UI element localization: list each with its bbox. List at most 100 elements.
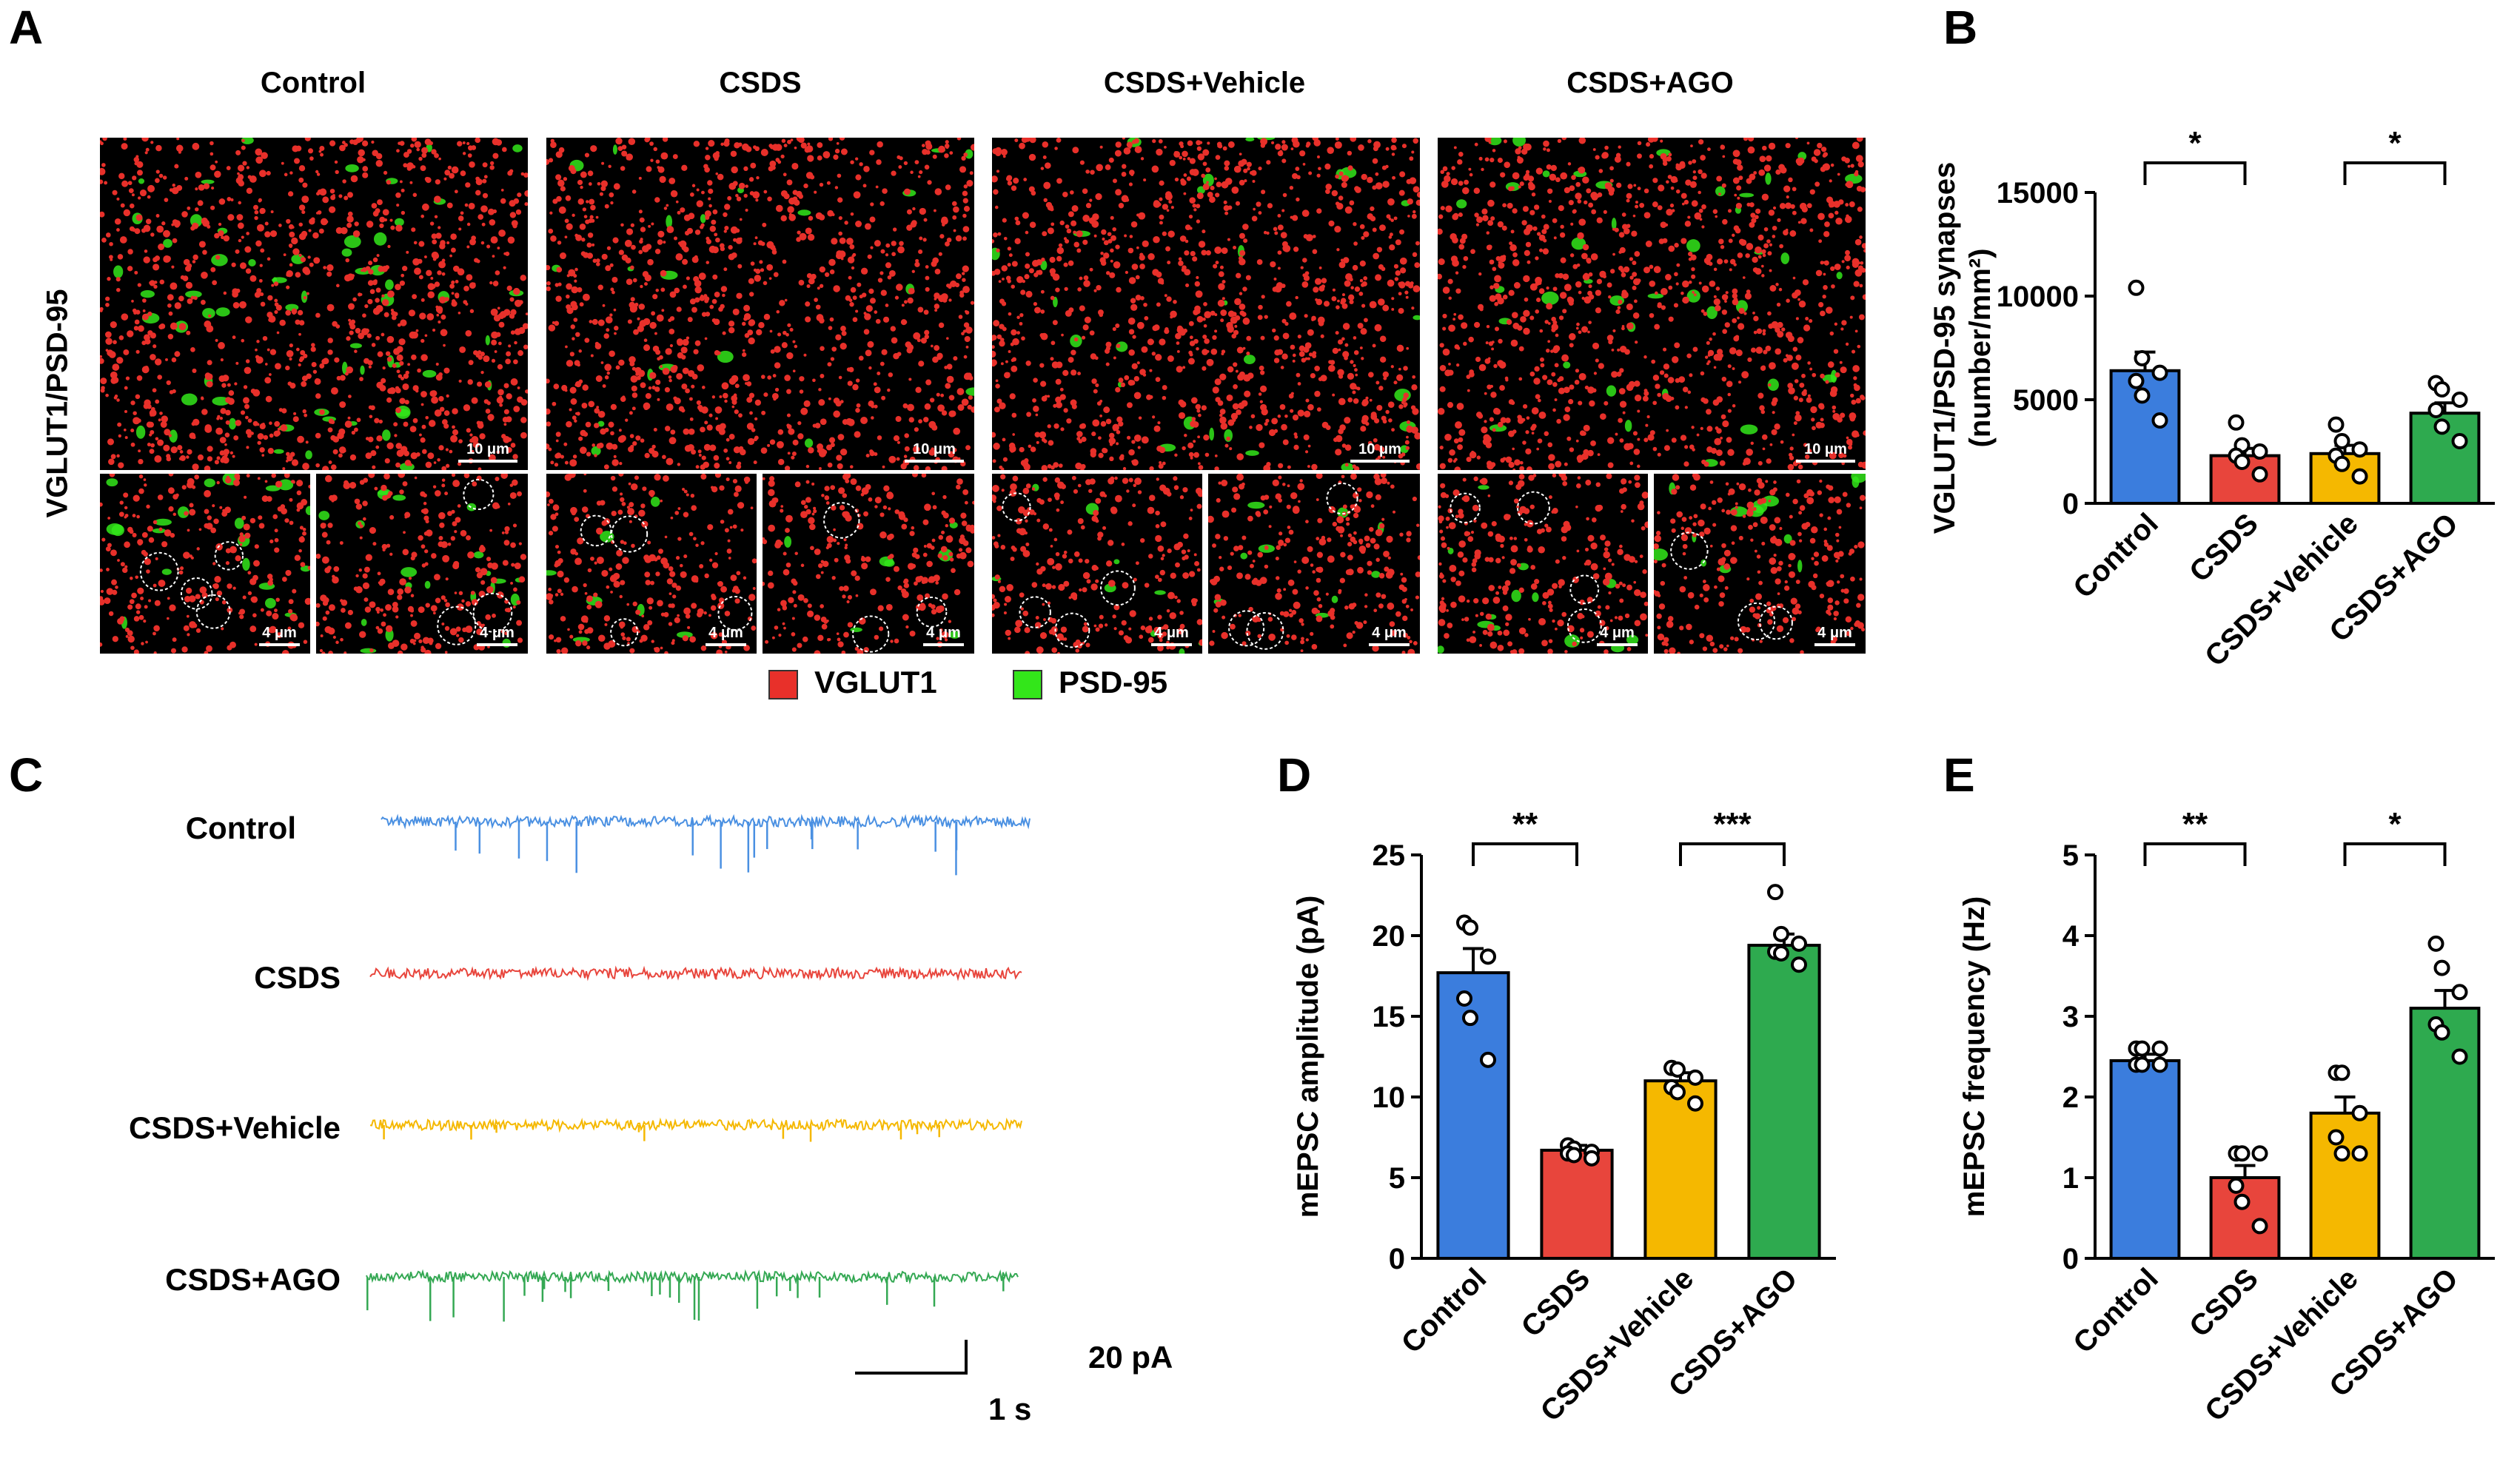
data-point — [2336, 1066, 2349, 1079]
group-title-control: Control — [98, 67, 528, 100]
data-point — [2253, 1219, 2267, 1232]
scale-bar-line — [1350, 460, 1410, 463]
micrograph-2-main-image — [992, 138, 1420, 470]
micrograph-3-main-image — [1438, 138, 1866, 470]
scale-bar: 4 μm — [1814, 625, 1855, 646]
x-tick-label: Control — [1395, 1262, 1493, 1360]
legend-swatch-psd95 — [1013, 670, 1042, 699]
data-point — [1792, 958, 1806, 971]
panel-letter-a: A — [9, 0, 43, 55]
data-point — [1481, 950, 1495, 963]
scale-bar-line — [259, 643, 300, 646]
data-point — [1689, 1097, 1702, 1110]
data-point — [2453, 985, 2467, 999]
scale-bar-line — [1796, 460, 1855, 463]
data-point — [2154, 1058, 2167, 1071]
scale-bar-label: 4 μm — [708, 625, 743, 641]
y-tick-label: 20 — [1373, 920, 1406, 953]
data-point — [2436, 962, 2449, 975]
data-point — [1585, 1152, 1598, 1165]
significance-bracket — [2145, 844, 2245, 866]
y-axis-label-line: (number/mm²) — [1964, 249, 1997, 448]
scale-bar: 4 μm — [1151, 625, 1192, 646]
trace-label-control: Control — [0, 811, 296, 846]
scale-bar: 4 μm — [1597, 625, 1638, 646]
micrograph-3-main: 10 μm — [1438, 138, 1866, 470]
scale-bar-line — [1151, 643, 1192, 646]
y-axis-label: VGLUT1/PSD-95 synapses(number/mm²) — [1928, 162, 1997, 534]
data-point — [2154, 1042, 2167, 1056]
data-point — [2136, 1058, 2149, 1071]
data-point — [2330, 1131, 2343, 1144]
data-point — [2353, 470, 2367, 483]
data-point — [2353, 443, 2367, 456]
micrograph-1-main: 10 μm — [546, 138, 974, 470]
data-point — [1775, 947, 1788, 960]
y-tick-label: 2 — [2062, 1081, 2079, 1114]
data-point — [2453, 434, 2467, 448]
scale-bar-label: 4 μm — [480, 625, 515, 641]
scale-bar-line — [458, 460, 517, 463]
x-tick-label: CSDS — [2183, 507, 2265, 588]
scale-bar-line — [1814, 643, 1855, 646]
data-point — [1464, 921, 1477, 934]
scale-bar-label: 10 μm — [913, 441, 956, 457]
x-tick-label: Control — [2067, 507, 2165, 605]
data-point — [1792, 937, 1806, 950]
scale-bar-label: 4 μm — [262, 625, 297, 641]
bar-CSDS — [2211, 1178, 2279, 1258]
y-tick-label: 4 — [2062, 920, 2080, 953]
bar-Control — [2111, 1061, 2179, 1258]
scale-bar-line — [706, 643, 746, 646]
panel-letter-e: E — [1943, 748, 1975, 802]
micrograph-3-inset-1: 4 μm — [1438, 474, 1648, 654]
significance-label: *** — [1713, 806, 1752, 842]
micrograph-0-main: 10 μm — [100, 138, 528, 470]
data-point — [2336, 457, 2349, 471]
y-tick-label: 0 — [2062, 1243, 2079, 1275]
panel-letter-c: C — [9, 748, 43, 802]
data-point — [2436, 420, 2449, 433]
significance-bracket — [2345, 844, 2445, 866]
significance-label: * — [2388, 125, 2402, 161]
y-tick-label: 5000 — [2013, 384, 2079, 417]
bar-CSDS+Vehicle — [1645, 1081, 1715, 1258]
scale-bar-label: 4 μm — [1600, 625, 1635, 641]
scale-bar-label: 10 μm — [1358, 441, 1401, 457]
panel-a-ylabel: VGLUT1/PSD-95 — [41, 289, 75, 518]
significance-label: * — [2388, 806, 2402, 842]
trace-scale-bar — [855, 1340, 966, 1373]
y-tick-label: 0 — [2062, 488, 2079, 520]
data-point — [2430, 937, 2443, 950]
data-point — [1769, 885, 1782, 899]
data-point — [2430, 403, 2443, 417]
micrograph-0-main-image — [100, 138, 528, 470]
data-point — [2230, 416, 2243, 429]
micrograph-1-inset-1: 4 μm — [546, 474, 757, 654]
trace-Control — [381, 816, 1030, 827]
data-point — [2336, 1147, 2349, 1160]
bar-CSDS+Vehicle — [2311, 1113, 2379, 1258]
trace-label-csds-ago: CSDS+AGO — [30, 1262, 341, 1298]
scale-x-label: 1 s — [988, 1392, 1031, 1427]
data-point — [1671, 1063, 1684, 1076]
data-point — [1567, 1148, 1581, 1161]
legend-label-vglut1: VGLUT1 — [814, 665, 937, 700]
scale-bar: 4 μm — [477, 625, 517, 646]
data-point — [2130, 281, 2143, 295]
significance-bracket — [1473, 844, 1577, 866]
data-point — [1481, 1053, 1495, 1067]
micrograph-3-inset-2: 4 μm — [1654, 474, 1866, 654]
scale-bar-label: 4 μm — [926, 625, 961, 641]
scale-bar: 4 μm — [1369, 625, 1410, 646]
scale-bar-line — [1369, 643, 1410, 646]
micrograph-1-main-image — [546, 138, 974, 470]
trace-CSDS+Vehicle — [370, 1120, 1022, 1130]
data-point — [2236, 455, 2249, 469]
data-point — [2330, 418, 2343, 432]
group-title-csds-ago: CSDS+AGO — [1435, 67, 1865, 100]
micrograph-0-inset-2: 4 μm — [316, 474, 528, 654]
